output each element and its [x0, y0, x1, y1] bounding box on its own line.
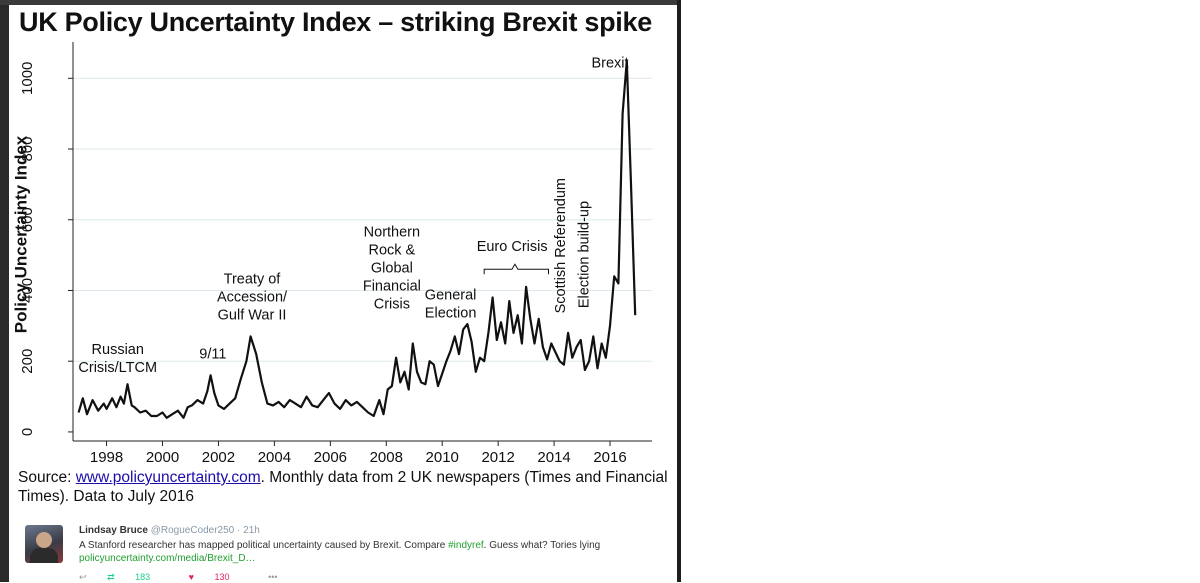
- tweet: Lindsay Bruce @RogueCoder250 · 21h A Sta…: [18, 519, 678, 582]
- annotation-russian-crisis: Russian Crisis/LTCM: [78, 342, 157, 376]
- tweet-actions: ↩ ⇄ 183 ♥ 130 •••: [79, 572, 296, 583]
- x-tick-label: 2004: [258, 449, 291, 465]
- annotation-treaty: Treaty of Accession/Gulf War II: [217, 272, 288, 324]
- x-tick-label: 2012: [481, 449, 514, 465]
- policy-uncertainty-chart: 0 200 400 600 800 1000 1998 2000 2002 2004 2006 200…: [11, 42, 652, 465]
- y-tick-label: 600: [19, 207, 36, 232]
- tweet-text-before: A Stanford researcher has mapped politic…: [79, 540, 449, 551]
- y-tick-label: 400: [19, 278, 36, 303]
- x-tick-label: 2016: [593, 449, 626, 465]
- source-link[interactable]: www.policyuncertainty.com: [75, 469, 261, 486]
- chart-annotations: Russian Crisis/LTCM 9/11 Treaty of Accession…: [78, 56, 628, 377]
- y-tick-label: 1000: [19, 62, 36, 95]
- source-caption: Source: www.policyuncertainty.com. Month…: [18, 468, 668, 506]
- more-icon[interactable]: •••: [268, 572, 278, 582]
- chart-grid: [73, 77, 652, 362]
- tweet-time[interactable]: · 21h: [237, 525, 260, 536]
- retweet-icon: ⇄: [107, 572, 115, 582]
- tweet-card: UK Policy Uncertainty Index – striking B…: [9, 5, 677, 582]
- right-window-edge: [677, 0, 681, 582]
- annotation-election-buildup: Election build-up: [577, 201, 593, 308]
- x-tick-label: 2006: [314, 449, 347, 465]
- x-tick-label: 2002: [202, 449, 235, 465]
- y-tick-label: 0: [19, 428, 36, 436]
- like-button[interactable]: ♥ 130: [189, 572, 248, 582]
- retweet-button[interactable]: ⇄ 183: [107, 572, 168, 582]
- retweet-count: 183: [135, 572, 151, 582]
- chart-title: UK Policy Uncertainty Index – striking B…: [19, 7, 652, 37]
- reply-icon[interactable]: ↩: [79, 572, 87, 582]
- x-tick-label: 2008: [370, 449, 403, 465]
- annotation-euro-crisis: Euro Crisis: [477, 239, 548, 255]
- annotation-northern-rock: Northern Rock & Global Financial Crisis: [363, 225, 421, 313]
- top-window-edge: [0, 0, 680, 5]
- series-line: [77, 59, 637, 419]
- like-count: 130: [214, 572, 230, 582]
- y-axis-label: Policy Uncertainty Index: [11, 135, 30, 333]
- tweet-text-after: . Guess what? Tories lying: [483, 540, 601, 551]
- x-tick-label: 2010: [426, 449, 459, 465]
- y-tick-label: 200: [19, 349, 36, 374]
- chart-series: [77, 59, 637, 419]
- tweet-author-name[interactable]: Lindsay Bruce: [79, 525, 148, 536]
- annotation-general-election: General Election: [425, 288, 477, 322]
- avatar[interactable]: [25, 525, 63, 563]
- y-tick-label: 800: [19, 137, 36, 162]
- x-tick-label: 2000: [146, 449, 179, 465]
- tweet-hashtag[interactable]: #indyref: [448, 540, 484, 551]
- x-tick-label: 2014: [537, 449, 570, 465]
- chart-axes: 0 200 400 600 800 1000 1998 2000 2002 2004 2006 200…: [11, 42, 652, 465]
- heart-icon: ♥: [188, 572, 195, 582]
- source-prefix: Source:: [18, 469, 76, 486]
- x-tick-label: 1998: [90, 449, 123, 465]
- tweet-header: Lindsay Bruce @RogueCoder250 · 21h: [79, 525, 260, 536]
- euro-crisis-bracket: [483, 263, 550, 275]
- left-window-edge: [0, 0, 9, 582]
- tweet-text: A Stanford researcher has mapped politic…: [79, 540, 600, 551]
- annotation-brexit: Brexit: [591, 56, 628, 72]
- source-suffix: . Monthly data from 2 UK newspapers (Tim…: [18, 469, 668, 505]
- annotation-9-11: 9/11: [199, 347, 226, 363]
- annotation-scottish-referendum: Scottish Referendum: [553, 178, 569, 313]
- tweet-author-handle[interactable]: @RogueCoder250: [150, 525, 235, 536]
- tweet-link[interactable]: policyuncertainty.com/media/Brexit_D…: [79, 553, 256, 564]
